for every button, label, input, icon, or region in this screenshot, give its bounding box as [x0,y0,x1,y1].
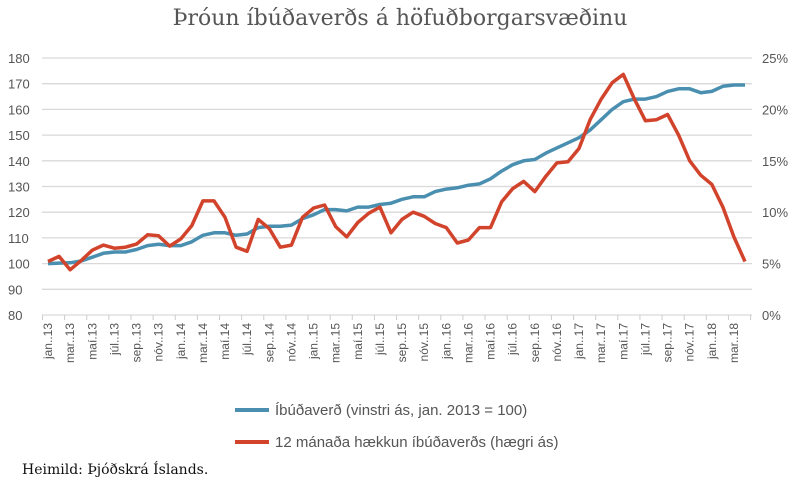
x-tick-label: jan..13 [41,323,55,360]
x-tick-label: júl..14 [240,323,254,356]
chart-title: Þróun íbúðaverðs á höfuðborgarsvæðinu [172,6,628,31]
x-tick-label: nóv..14 [284,323,298,362]
series-line-price-index [47,83,745,266]
left-tick-label: 180 [8,51,30,66]
right-tick-label: 5% [762,257,781,272]
right-tick-label: 20% [762,102,788,117]
x-tick-label: sep..14 [262,323,276,363]
x-tick-label: maí.17 [616,323,630,360]
left-tick-label: 150 [8,128,30,143]
series-line-annual-change [47,72,747,272]
left-tick-label: 100 [8,257,30,272]
right-tick-label: 25% [762,51,788,66]
x-tick-label: maí.14 [218,323,232,360]
x-tick-label: maí.16 [484,323,498,360]
left-tick-label: 170 [8,77,30,92]
x-tick-label: sep..15 [395,323,409,363]
x-tick-label: mar..18 [727,323,741,363]
x-tick-label: nóv..17 [683,323,697,362]
legend-swatch [235,440,269,444]
x-tick-label: mar..17 [594,323,608,363]
x-tick-label: maí.13 [85,323,99,360]
legend-item-price: Íbúðaverð (vinstri ás, jan. 2013 = 100) [235,394,559,426]
left-tick-label: 140 [8,154,30,169]
left-tick-label: 130 [8,180,30,195]
right-tick-label: 10% [762,205,788,220]
x-tick-label: sep..16 [528,323,542,363]
left-tick-label: 120 [8,205,30,220]
x-tick-label: sep..13 [130,323,144,363]
x-tick-label: jan..15 [307,323,321,360]
x-tick-label: mar..13 [63,323,77,363]
legend-item-change: 12 mánaða hækkun íbúðaverðs (hægri ás) [235,426,559,458]
x-tick-label: mar..15 [329,323,343,363]
x-tick-label: maí.15 [351,323,365,360]
legend: Íbúðaverð (vinstri ás, jan. 2013 = 100) … [235,394,559,458]
left-tick-label: 110 [8,231,29,246]
line-chart: 80 90 100 110 120 130 140 150 160 170 180 0% 5% 10% 15… [8,51,788,363]
x-tick-label: jan..16 [439,323,453,360]
left-tick-label: 160 [8,102,30,117]
x-tick-label: júl..17 [638,323,652,356]
x-tick-label: júl..15 [373,323,387,356]
x-tick-label: nóv..13 [152,323,166,362]
left-tick-label: 90 [8,282,22,297]
x-tick-label: júl..13 [107,323,121,356]
x-tick-label: nóv..15 [417,323,431,362]
right-tick-label: 15% [762,154,788,169]
right-tick-label: 0% [762,308,781,323]
left-tick-label: 80 [8,308,22,323]
x-tick-label: mar..16 [461,323,475,363]
x-tick-label: júl..16 [506,323,520,356]
legend-swatch [235,408,269,412]
x-tick-label: mar..14 [196,323,210,363]
x-tick-label: sep..17 [661,323,675,363]
x-tick-label: nóv..16 [550,323,564,362]
legend-label: 12 mánaða hækkun íbúðaverðs (hægri ás) [275,433,559,451]
source-note: Heimild: Þjóðskrá Íslands. [22,462,209,478]
legend-label: Íbúðaverð (vinstri ás, jan. 2013 = 100) [275,401,528,419]
x-tick-label: jan..18 [705,323,719,360]
x-tick-label: jan..14 [174,323,188,360]
x-tick-label: jan..17 [572,323,586,360]
